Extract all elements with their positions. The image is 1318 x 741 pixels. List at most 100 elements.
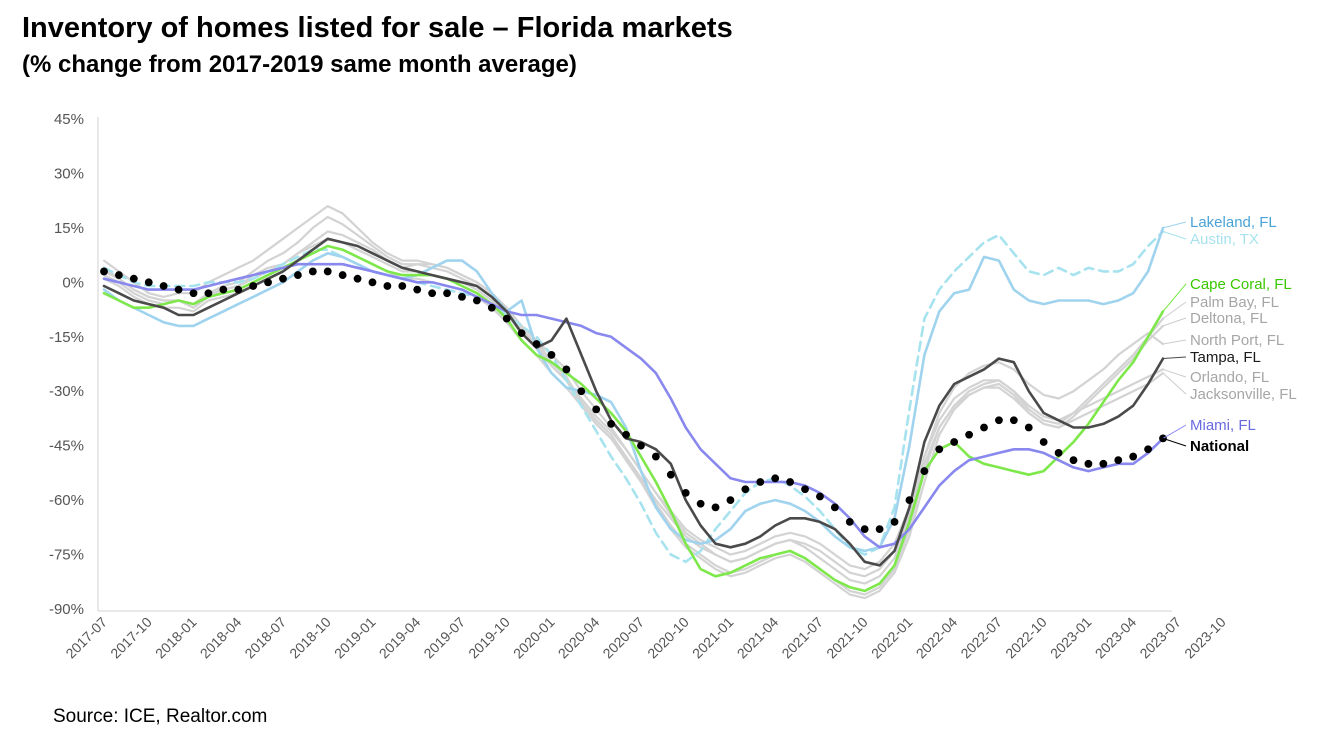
series-national-point <box>1024 423 1033 432</box>
series-label-lakeland-fl: Lakeland, FL <box>1190 214 1277 231</box>
y-tick-label: 45% <box>54 111 84 128</box>
series-national-point <box>711 503 720 512</box>
series-national-point <box>741 485 750 494</box>
series-north-port-fl <box>102 205 1165 585</box>
series-national-point <box>607 419 616 428</box>
series-national-point <box>487 303 496 312</box>
series-national-point <box>1039 438 1048 446</box>
series-national-point <box>458 292 466 301</box>
series-cape-coral-fl <box>102 244 1165 593</box>
series-national-point <box>264 278 272 287</box>
series-national-point <box>383 282 392 290</box>
series-label-jacksonville-fl: Jacksonville, FL <box>1190 386 1297 403</box>
series-national-point <box>1084 459 1093 468</box>
series-national-point <box>174 285 183 294</box>
series-national-point <box>338 271 347 279</box>
series-national-point <box>965 430 973 439</box>
series-national-point <box>577 387 586 396</box>
series-national-point <box>443 289 451 298</box>
leader-line-orlando-fl <box>1162 368 1187 378</box>
series-national-point <box>532 340 541 348</box>
series-national-point <box>830 503 839 512</box>
series-label-deltona-fl: Deltona, FL <box>1190 310 1268 327</box>
y-tick-label: 30% <box>54 165 84 182</box>
series-national-point <box>144 278 153 287</box>
leader-line-north-port-fl <box>1162 339 1187 345</box>
y-tick-label: -75% <box>49 547 84 564</box>
series-national-point <box>920 467 929 475</box>
x-tick-label: 2018-04 <box>197 614 245 662</box>
leader-line-national <box>1162 437 1187 447</box>
x-tick-label: 2021-07 <box>778 614 826 662</box>
series-national-point <box>980 423 988 432</box>
series-national-point <box>159 282 168 290</box>
series-national-point <box>249 282 258 290</box>
x-tick-label: 2019-01 <box>331 614 379 662</box>
series-national-point <box>353 274 362 283</box>
series-lakeland-fl <box>102 226 1165 553</box>
series-label-tampa-fl: Tampa, FL <box>1190 349 1261 366</box>
chart-title: Inventory of homes listed for sale – Flo… <box>22 12 733 44</box>
series-national-point <box>308 267 317 276</box>
series-national-point <box>323 267 332 276</box>
x-tick-label: 2019-07 <box>420 614 468 662</box>
series-national-point <box>234 285 243 294</box>
series-palm-bay-fl <box>102 230 1165 596</box>
x-tick-label: 2023-01 <box>1047 614 1095 662</box>
x-tick-label: 2017-10 <box>107 614 155 662</box>
series-national-point <box>1009 416 1018 425</box>
x-tick-label: 2020-01 <box>510 614 558 662</box>
series-label-north-port-fl: North Port, FL <box>1190 332 1284 349</box>
series-national-point <box>204 289 213 298</box>
x-axis: 2017-072017-102018-012018-042018-072018-… <box>62 610 1229 662</box>
series-national-point <box>100 267 108 276</box>
series-national-point <box>875 525 884 534</box>
y-tick-label: -45% <box>49 438 84 455</box>
series-national-point <box>756 478 765 486</box>
series-label-austin-tx: Austin, TX <box>1190 231 1259 248</box>
series-national-point <box>890 517 899 526</box>
x-tick-label: 2022-04 <box>913 614 961 662</box>
series-national-point <box>666 470 675 479</box>
series-national-point <box>115 271 123 279</box>
x-tick-label: 2022-10 <box>1002 614 1050 662</box>
series-national-point <box>801 485 809 494</box>
series-national-point <box>1069 456 1078 465</box>
series-austin-tx <box>102 230 1165 564</box>
series-national-point <box>189 289 198 298</box>
y-tick-label: -15% <box>49 329 84 346</box>
series-national-point <box>860 525 869 534</box>
series-national-point <box>129 274 138 283</box>
series-national-point <box>517 329 526 338</box>
series-national-point <box>681 488 690 497</box>
series-national-point <box>771 474 780 483</box>
chart-subtitle: (% change from 2017-2019 same month aver… <box>22 51 577 78</box>
series-national-point <box>592 405 601 414</box>
x-tick-label: 2020-07 <box>599 614 647 662</box>
series-national-point <box>368 278 377 287</box>
x-tick-label: 2023-04 <box>1092 614 1140 662</box>
leader-line-tampa-fl <box>1162 356 1187 360</box>
x-tick-label: 2018-10 <box>286 614 334 662</box>
y-tick-label: -90% <box>49 601 84 618</box>
series-national-point <box>1114 456 1123 465</box>
series-jacksonville-fl <box>102 244 1165 578</box>
series-national-point <box>1099 459 1108 468</box>
series-miami-fl <box>102 262 1165 549</box>
series-national-point <box>950 438 959 446</box>
leader-line-deltona-fl <box>1162 317 1187 327</box>
x-tick-label: 2021-04 <box>734 614 782 662</box>
x-tick-label: 2020-10 <box>644 614 692 662</box>
series-national-point <box>502 314 511 323</box>
series-national-point <box>294 271 302 279</box>
x-tick-label: 2022-01 <box>868 614 916 662</box>
x-tick-label: 2023-07 <box>1136 614 1184 662</box>
series-label-orlando-fl: Orlando, FL <box>1190 369 1269 386</box>
series-tampa-fl <box>102 237 1165 567</box>
series-national-point <box>472 296 481 305</box>
x-tick-label: 2020-04 <box>555 614 603 662</box>
series-national-point <box>279 274 287 283</box>
series-label-cape-coral-fl: Cape Coral, FL <box>1190 276 1292 293</box>
y-tick-label: -30% <box>49 383 84 400</box>
